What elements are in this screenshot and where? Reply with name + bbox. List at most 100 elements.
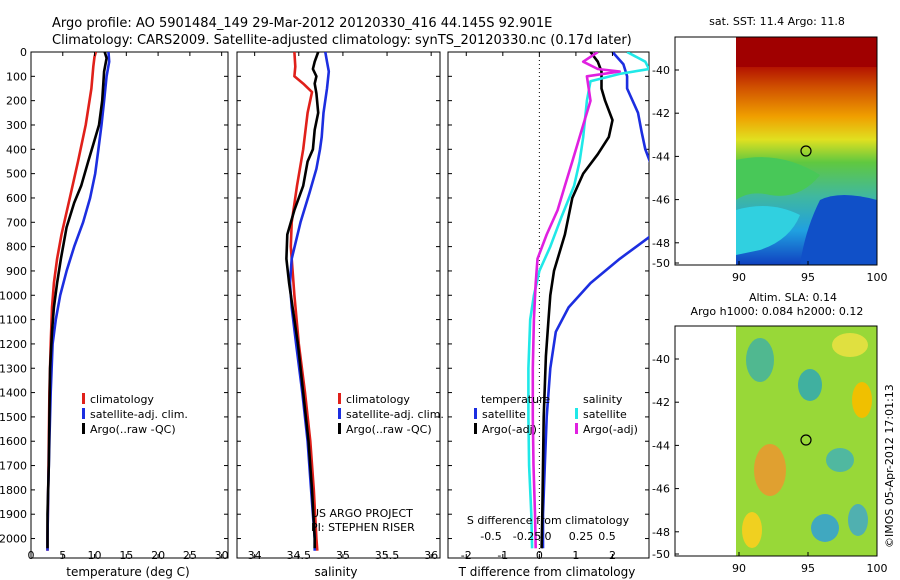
x-tick-label: 2 bbox=[609, 549, 616, 562]
map-lon-label: 100 bbox=[867, 562, 888, 575]
map-lat-label: -46 bbox=[652, 194, 670, 207]
legend-label: satellite bbox=[583, 408, 627, 421]
series-line-climatology bbox=[289, 52, 319, 551]
legend-label: satellite-adj. clim. bbox=[90, 408, 188, 421]
x-tick-label: -1 bbox=[497, 549, 508, 562]
map-lon-label: 100 bbox=[867, 271, 888, 284]
depth-tick-label: 500 bbox=[6, 168, 27, 181]
map-lon-label: 95 bbox=[801, 271, 815, 284]
temperature-plot-frame bbox=[30, 51, 229, 559]
map-lat-label: -42 bbox=[652, 396, 670, 409]
depth-tick-label: 1100 bbox=[0, 314, 27, 327]
difference-plot-frame bbox=[447, 51, 650, 559]
sla-blob bbox=[832, 333, 868, 357]
x-tick-label: 34.5 bbox=[287, 549, 312, 562]
sst-map bbox=[675, 37, 877, 265]
map-lat-label: -42 bbox=[652, 107, 670, 120]
map-lat-label: -50 bbox=[652, 257, 670, 270]
depth-tick-label: 1200 bbox=[0, 338, 27, 351]
depth-tick-label: 1000 bbox=[0, 289, 27, 302]
x-tick-label: 35.5 bbox=[375, 549, 400, 562]
argo-position-marker bbox=[800, 145, 812, 157]
x-tick-label: 5 bbox=[59, 549, 66, 562]
project-label: US ARGO PROJECT bbox=[311, 507, 413, 520]
map-lat-label: -40 bbox=[652, 64, 670, 77]
s-diff-tick-label: -0.5 bbox=[480, 530, 501, 543]
depth-tick-label: 1700 bbox=[0, 460, 27, 473]
legend-label: satellite-adj. clim. bbox=[346, 408, 444, 421]
sla-blob bbox=[742, 512, 762, 548]
s-diff-tick-label: 0 bbox=[545, 530, 552, 543]
map-axes: -40 -42 -44 -46 -48 -50 90 95 100 -40 -42 -44 -46 -48… bbox=[652, 64, 887, 575]
x-tick-label: 0 bbox=[28, 549, 35, 562]
legend-swatch-argo bbox=[338, 423, 341, 434]
series-line-temperature-argo-adj- bbox=[540, 52, 614, 549]
depth-tick-label: 1600 bbox=[0, 435, 27, 448]
s-diff-tick-label: 0.25 bbox=[569, 530, 594, 543]
salinity-xlabel: salinity bbox=[314, 565, 357, 579]
legend-label: climatology bbox=[346, 393, 410, 406]
argo-position-marker bbox=[800, 434, 812, 446]
legend-header-temperature: temperature bbox=[481, 393, 550, 406]
map-lat-label: -50 bbox=[652, 548, 670, 561]
sla-blob bbox=[811, 514, 839, 542]
depth-tick-label: 1800 bbox=[0, 484, 27, 497]
legend-swatch-satellite bbox=[82, 408, 85, 419]
sla-blob bbox=[852, 382, 872, 418]
salinity-legend: climatology satellite-adj. clim. Argo(..… bbox=[311, 393, 444, 534]
depth-tick-label: 1500 bbox=[0, 411, 27, 424]
temperature-legend: climatology satellite-adj. clim. Argo(..… bbox=[82, 393, 188, 436]
series-line-temperature-satellite bbox=[541, 52, 649, 549]
sla-map-frame bbox=[674, 325, 878, 557]
depth-tick-label: 800 bbox=[6, 241, 27, 254]
difference-top-label: S difference from climatology bbox=[467, 514, 630, 527]
legend-label: Argo(..raw -QC) bbox=[90, 423, 176, 436]
map-lat-label: -48 bbox=[652, 237, 670, 250]
difference-legend: temperature salinity satellite Argo(-adj… bbox=[474, 393, 638, 436]
depth-tick-label: 100 bbox=[6, 70, 27, 83]
series-line-salinity-argo-adj- bbox=[531, 52, 622, 549]
sst-cyan-patch bbox=[736, 206, 800, 255]
map-lat-label: -48 bbox=[652, 526, 670, 539]
legend-swatch-argo bbox=[82, 423, 85, 434]
depth-tick-label: 400 bbox=[6, 143, 27, 156]
depth-tick-label: 1400 bbox=[0, 387, 27, 400]
temperature-xlabel: temperature (deg C) bbox=[66, 565, 189, 579]
credit-label: ©IMOS 05-Apr-2012 17:01:13 bbox=[883, 384, 896, 548]
map-lat-label: -46 bbox=[652, 483, 670, 496]
legend-swatch-temp-satellite bbox=[474, 408, 477, 419]
depth-tick-label: 1300 bbox=[0, 362, 27, 375]
series-line-satellite-adj-clim- bbox=[46, 52, 111, 551]
map-lat-label: -44 bbox=[652, 150, 670, 163]
x-tick-label: 10 bbox=[88, 549, 102, 562]
sla-map-title-1: Altim. SLA: 0.14 bbox=[749, 291, 837, 304]
sla-blob bbox=[826, 448, 854, 472]
map-lon-label: 90 bbox=[732, 271, 746, 284]
x-tick-label: 15 bbox=[119, 549, 133, 562]
difference-xlabel: T difference from climatology bbox=[458, 565, 636, 579]
legend-label: climatology bbox=[90, 393, 154, 406]
sst-map-frame bbox=[674, 36, 878, 266]
legend-label: Argo(-adj) bbox=[583, 423, 638, 436]
depth-tick-label: 1900 bbox=[0, 508, 27, 521]
sst-warm-band bbox=[736, 37, 877, 67]
salinity-plot bbox=[285, 52, 331, 551]
x-tick-label: 30 bbox=[215, 549, 229, 562]
depth-tick-label: 700 bbox=[6, 216, 27, 229]
series-line-salinity-satellite bbox=[527, 52, 649, 549]
x-tick-label: 25 bbox=[183, 549, 197, 562]
sla-map bbox=[675, 326, 877, 556]
x-tick-label: 20 bbox=[151, 549, 165, 562]
legend-swatch-sal-argo bbox=[575, 423, 578, 434]
sla-blob bbox=[754, 444, 786, 496]
salinity-difference-ticks: -0.5 -0.25 0 0.25 0.5 bbox=[480, 530, 615, 543]
x-axis-ticks: 0 5 10 15 20 25 30 34 34.5 35 35.5 36 -2 -1 0 1 2 bbox=[28, 52, 616, 562]
x-tick-label: 1 bbox=[572, 549, 579, 562]
sla-map-title-2: Argo h1000: 0.084 h2000: 0.12 bbox=[691, 305, 864, 318]
depth-tick-label: 900 bbox=[6, 265, 27, 278]
salinity-plot-frame bbox=[236, 51, 441, 559]
pi-label: PI: STEPHEN RISER bbox=[311, 521, 415, 534]
depth-tick-label: 0 bbox=[20, 46, 27, 59]
legend-swatch-sal-satellite bbox=[575, 408, 578, 419]
